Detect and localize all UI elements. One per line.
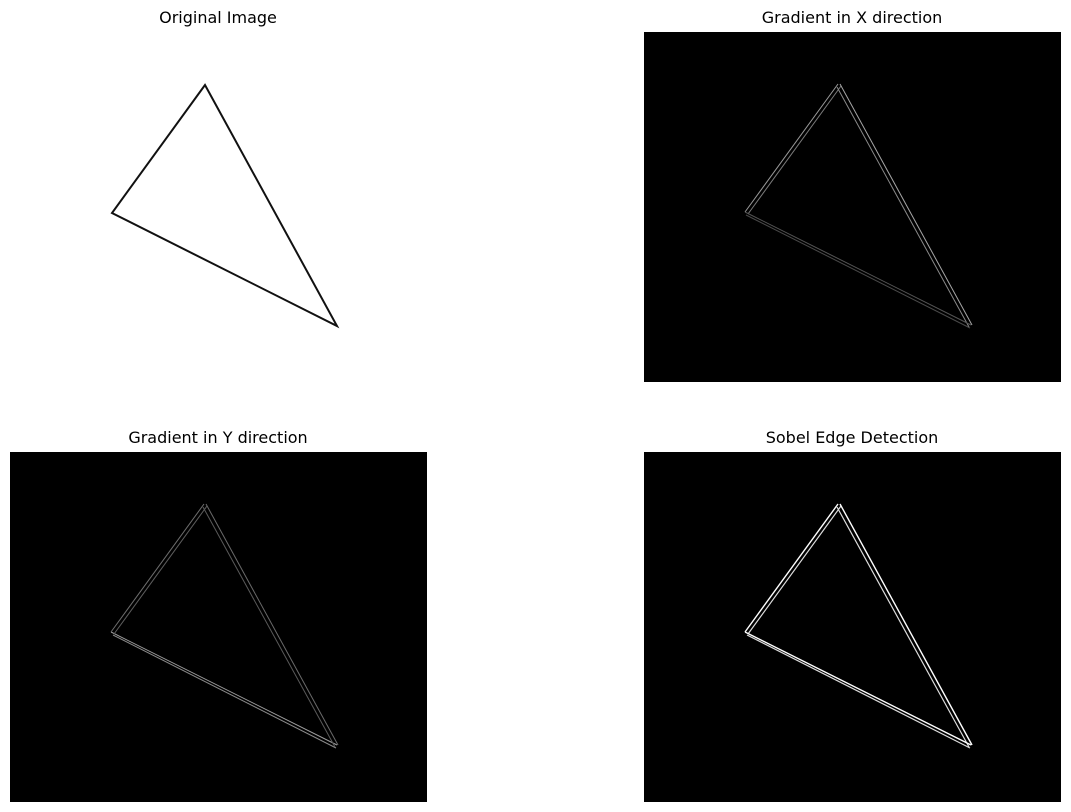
gy-edge-left-outer (110, 503, 205, 633)
panel-gradient-x (644, 32, 1061, 382)
panel-sobel-edge-detection (644, 452, 1061, 802)
gradient-y-canvas (10, 452, 427, 802)
gy-edge-bottom-outer (110, 631, 338, 746)
gx-edge-bottom-inner (745, 214, 971, 329)
gx-edge-left-inner (747, 85, 842, 215)
gy-edge-right-inner (202, 506, 336, 748)
panel-title-original: Original Image (159, 8, 277, 27)
original-image-canvas (10, 32, 427, 382)
gradient-x-canvas (644, 32, 1061, 382)
panel-title-gradient-y: Gradient in Y direction (128, 428, 308, 447)
panel-original-image (10, 32, 427, 382)
sobel-edge-left-outer (744, 503, 839, 633)
gx-edge-right-inner (836, 86, 970, 328)
panel-gradient-y (10, 452, 427, 802)
triangle-outline (110, 83, 340, 329)
gy-edge-left-inner (113, 505, 208, 635)
gx-edge-right-outer (839, 83, 973, 326)
gy-edge-right-outer (205, 503, 339, 746)
sobel-edge-right-inner (836, 506, 970, 748)
sobel-canvas (644, 452, 1061, 802)
gx-edge-bottom-outer (744, 211, 972, 326)
sobel-edge-bottom-inner (746, 634, 971, 749)
sobel-edge-left-inner (747, 505, 842, 635)
sobel-edge-right-outer (839, 503, 973, 746)
panel-title-sobel: Sobel Edge Detection (765, 428, 939, 447)
panel-title-gradient-x: Gradient in X direction (761, 8, 943, 27)
gy-edge-bottom-inner (112, 634, 337, 749)
gx-edge-left-outer (744, 83, 839, 213)
sobel-edge-bottom-outer (744, 631, 972, 746)
